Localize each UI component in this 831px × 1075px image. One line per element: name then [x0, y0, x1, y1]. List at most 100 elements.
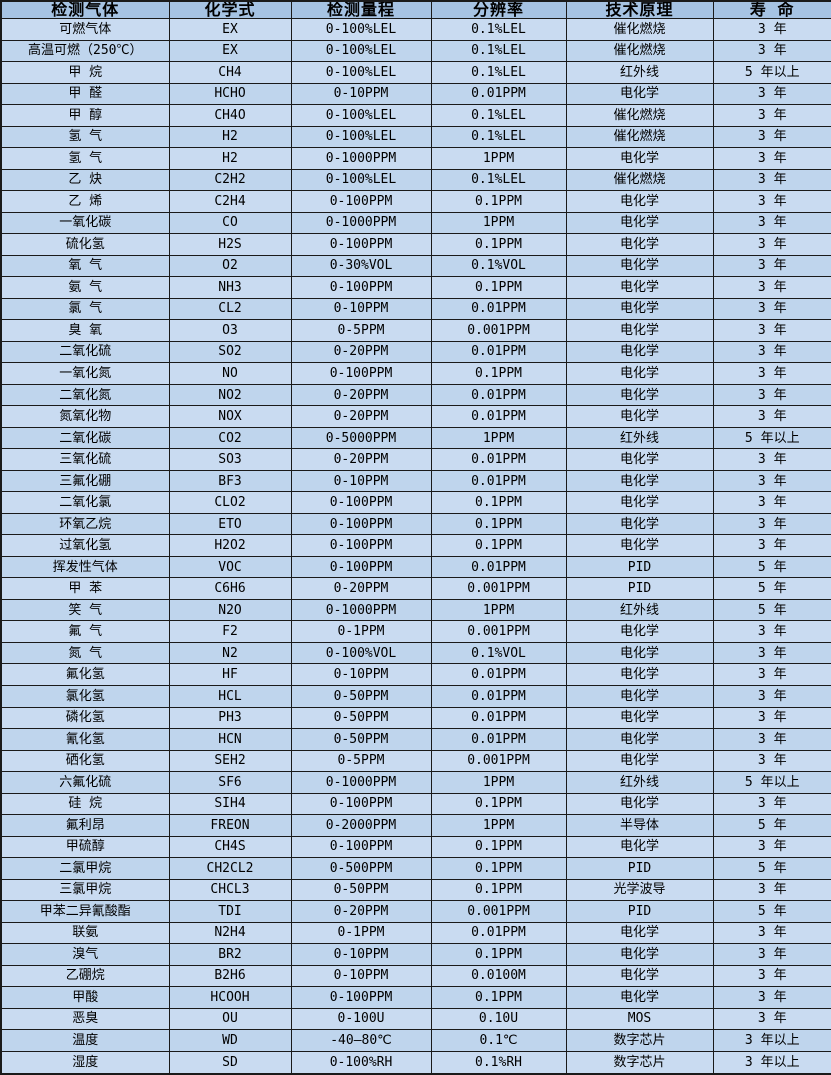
table-cell: 0.01PPM	[430, 663, 567, 686]
table-cell: 红外线	[565, 61, 714, 84]
table-cell: 催化燃烧	[565, 125, 714, 149]
table-cell: 电化学	[565, 663, 714, 686]
table-cell: 电化学	[565, 405, 714, 428]
table-cell: 电化学	[565, 749, 714, 773]
table-cell: 三氟化硼	[0, 469, 170, 493]
table-cell: 0.1%LEL	[430, 104, 567, 127]
table-row: 氢 气 H2 0-100%LEL 0.1%LEL 催化燃烧 3 年	[0, 125, 831, 149]
table-cell: 3 年	[712, 620, 831, 643]
table-cell: 六氟化硫	[0, 771, 170, 794]
table-cell: 1PPM	[430, 426, 567, 450]
table-cell: 光学波导	[565, 878, 714, 902]
table-cell: 甲酸	[0, 986, 170, 1009]
table-cell: 二氧化氯	[0, 491, 170, 514]
table-cell: 氯 气	[0, 297, 170, 321]
table-cell: 电化学	[565, 512, 714, 536]
table-cell: 3 年	[712, 749, 831, 773]
table-cell: 3 年	[712, 512, 831, 536]
table-cell: 0-5PPM	[290, 749, 432, 773]
table-cell: 0.1PPM	[430, 986, 567, 1009]
table-cell: 一氧化碳	[0, 211, 170, 235]
table-cell: 3 年	[712, 18, 831, 41]
table-cell: 0-5PPM	[290, 319, 432, 342]
table-cell: 0-50PPM	[290, 878, 432, 902]
table-cell: 3 年	[712, 211, 831, 235]
table-cell: 过氧化氢	[0, 534, 170, 557]
table-cell: 催化燃烧	[565, 39, 714, 63]
table-cell: 1PPM	[430, 211, 567, 235]
table-cell: F2	[168, 620, 292, 643]
table-cell: 红外线	[565, 426, 714, 450]
table-cell: C2H2	[168, 168, 292, 192]
table-cell: 0-100%LEL	[290, 61, 432, 84]
table-cell: 5 年	[712, 577, 831, 600]
table-cell: 0.01PPM	[430, 555, 567, 579]
table-cell: 联氨	[0, 921, 170, 945]
table-cell: 3 年	[712, 319, 831, 342]
table-cell: 0-20PPM	[290, 383, 432, 407]
table-cell: 0-2000PPM	[290, 814, 432, 837]
table-cell: 湿度	[0, 1050, 170, 1075]
table-cell: 可燃气体	[0, 18, 170, 41]
table-cell: 0.1℃	[430, 1029, 567, 1052]
table-row: 氯 气 CL2 0-10PPM 0.01PPM 电化学 3 年	[0, 297, 831, 321]
table-cell: 3 年	[712, 125, 831, 149]
table-cell: BF3	[168, 469, 292, 493]
table-row: 挥发性气体 VOC 0-100PPM 0.01PPM PID 5 年	[0, 555, 831, 579]
table-row: 乙 烯 C2H4 0-100PPM 0.1PPM 电化学 3 年	[0, 190, 831, 213]
table-cell: 乙 烯	[0, 190, 170, 213]
table-cell: 0.1PPM	[430, 943, 567, 966]
table-cell: 氯化氢	[0, 684, 170, 708]
table-cell: 3 年	[712, 383, 831, 407]
table-cell: 0-100%RH	[290, 1050, 432, 1075]
table-row: 六氟化硫 SF6 0-1000PPM 1PPM 红外线 5 年以上	[0, 771, 831, 794]
table-cell: 氟 气	[0, 620, 170, 643]
table-cell: 催化燃烧	[565, 18, 714, 41]
table-cell: 0-50PPM	[290, 684, 432, 708]
table-row: 磷化氢 PH3 0-50PPM 0.01PPM 电化学 3 年	[0, 706, 831, 730]
table-cell: 催化燃烧	[565, 104, 714, 127]
table-cell: 硅 烷	[0, 792, 170, 816]
table-cell: 5 年	[712, 900, 831, 923]
table-cell: 0-100PPM	[290, 362, 432, 385]
table-row: 硫化氢 H2S 0-100PPM 0.1PPM 电化学 3 年	[0, 233, 831, 256]
table-cell: NO2	[168, 383, 292, 407]
table-cell: PID	[565, 555, 714, 579]
table-cell: PID	[565, 857, 714, 880]
table-cell: HCL	[168, 684, 292, 708]
table-cell: 0.1PPM	[430, 792, 567, 816]
table-cell: 电化学	[565, 448, 714, 471]
table-row: 高温可燃（250℃） EX 0-100%LEL 0.1%LEL 催化燃烧 3 年	[0, 39, 831, 63]
table-cell: EX	[168, 39, 292, 63]
table-cell: O2	[168, 254, 292, 278]
table-cell: 3 年	[712, 943, 831, 966]
table-cell: 3 年	[712, 340, 831, 364]
table-row: 硒化氢 SEH2 0-5PPM 0.001PPM 电化学 3 年	[0, 749, 831, 773]
table-cell: 3 年	[712, 405, 831, 428]
table-cell: 0-100PPM	[290, 512, 432, 536]
table-cell: 0.01PPM	[430, 340, 567, 364]
table-cell: CO2	[168, 426, 292, 450]
table-cell: 3 年	[712, 276, 831, 299]
table-cell: 一氧化氮	[0, 362, 170, 385]
table-cell: 5 年	[712, 857, 831, 880]
table-cell: 3 年	[712, 835, 831, 859]
table-cell: 0-20PPM	[290, 900, 432, 923]
table-cell: 0.1PPM	[430, 835, 567, 859]
table-row: 氟化氢 HF 0-10PPM 0.01PPM 电化学 3 年	[0, 663, 831, 686]
table-cell: 0.1PPM	[430, 491, 567, 514]
table-cell: NO	[168, 362, 292, 385]
table-cell: 0.1PPM	[430, 362, 567, 385]
table-cell: 挥发性气体	[0, 555, 170, 579]
table-cell: 环氧乙烷	[0, 512, 170, 536]
table-cell: 二氧化氮	[0, 383, 170, 407]
table-row: 氧 气 O2 0-30%VOL 0.1%VOL 电化学 3 年	[0, 254, 831, 278]
table-cell: 溴气	[0, 943, 170, 966]
table-cell: 电化学	[565, 190, 714, 213]
table-cell: 二氧化硫	[0, 340, 170, 364]
table-cell: 硒化氢	[0, 749, 170, 773]
table-cell: 甲 醇	[0, 104, 170, 127]
table-cell: 3 年	[712, 82, 831, 106]
table-cell: 3 年	[712, 233, 831, 256]
table-cell: 3 年	[712, 362, 831, 385]
